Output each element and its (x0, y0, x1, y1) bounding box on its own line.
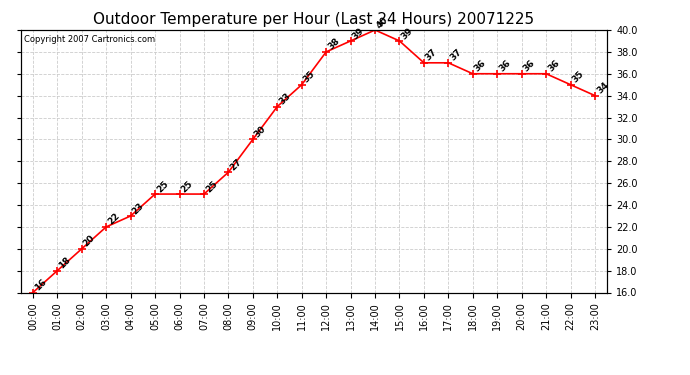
Text: 39: 39 (351, 26, 366, 41)
Text: 34: 34 (595, 80, 610, 96)
Text: 18: 18 (57, 255, 72, 271)
Text: 16: 16 (33, 277, 48, 292)
Text: 25: 25 (204, 179, 219, 194)
Text: 23: 23 (130, 201, 146, 216)
Text: 22: 22 (106, 211, 121, 227)
Text: 37: 37 (424, 48, 440, 63)
Text: 39: 39 (400, 26, 415, 41)
Text: 33: 33 (277, 92, 293, 106)
Text: 27: 27 (228, 157, 244, 172)
Title: Outdoor Temperature per Hour (Last 24 Hours) 20071225: Outdoor Temperature per Hour (Last 24 Ho… (93, 12, 535, 27)
Text: 30: 30 (253, 124, 268, 140)
Text: 36: 36 (522, 58, 537, 74)
Text: 37: 37 (448, 48, 464, 63)
Text: 36: 36 (546, 58, 561, 74)
Text: 25: 25 (179, 179, 195, 194)
Text: 36: 36 (473, 58, 488, 74)
Text: 40: 40 (375, 15, 391, 30)
Text: 35: 35 (571, 69, 586, 85)
Text: 25: 25 (155, 179, 170, 194)
Text: 20: 20 (82, 234, 97, 249)
Text: 38: 38 (326, 37, 342, 52)
Text: 35: 35 (302, 69, 317, 85)
Text: Copyright 2007 Cartronics.com: Copyright 2007 Cartronics.com (23, 35, 155, 44)
Text: 36: 36 (497, 58, 513, 74)
